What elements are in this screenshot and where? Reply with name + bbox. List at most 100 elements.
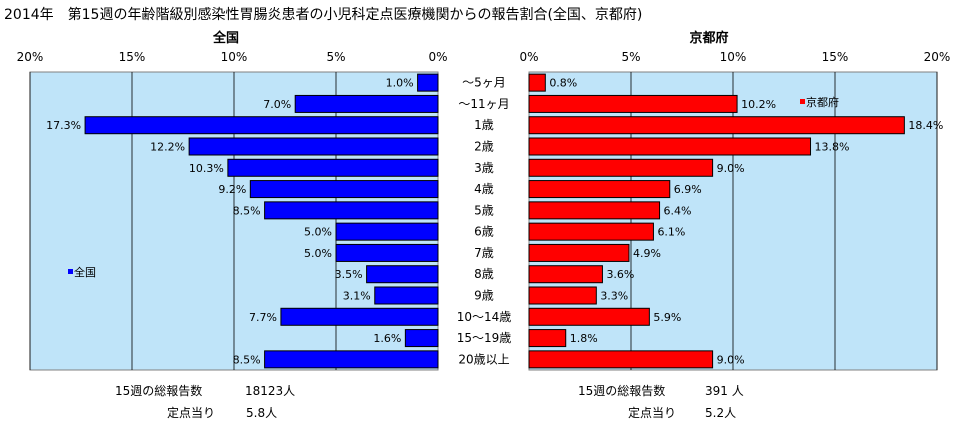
right-per-value: 5.2人: [705, 406, 736, 420]
category-label: 7歳: [474, 246, 494, 260]
right-bar: [528, 350, 714, 369]
right-total-label: 15週の総報告数: [578, 383, 665, 398]
right-tick-label: 0%: [519, 50, 538, 64]
left-data-label: 12.2%: [150, 141, 185, 154]
right-legend-swatch: [800, 99, 805, 104]
left-data-label: 5.0%: [304, 247, 332, 260]
left-data-label: 9.2%: [218, 183, 246, 196]
right-data-label: 10.2%: [741, 98, 776, 111]
left-bar: [374, 286, 439, 305]
left-tick-label: 10%: [221, 50, 248, 64]
left-data-label: 10.3%: [189, 162, 224, 175]
category-label: 15～19歳: [457, 331, 512, 345]
left-bar: [294, 94, 439, 113]
category-label: 20歳以上: [458, 352, 509, 366]
category-label: ～11ヶ月: [458, 97, 509, 111]
left-bar: [84, 116, 439, 135]
right-tick-label: 10%: [720, 50, 747, 64]
right-bar: [528, 307, 650, 326]
right-data-label: 6.9%: [674, 183, 702, 196]
right-bar: [528, 94, 738, 113]
left-data-label: 7.0%: [263, 98, 291, 111]
right-data-label: 13.8%: [815, 141, 850, 154]
category-label: ～5ヶ月: [462, 76, 506, 90]
category-label: 9歳: [474, 289, 494, 303]
right-data-label: 3.3%: [600, 290, 628, 303]
left-legend: 全国: [68, 265, 96, 279]
right-plot-area: 0% 5% 10% 15% 20% 0.8% 10.2% 18.4% 13.8% 9.0% 6.9%…: [519, 50, 951, 371]
right-bar: [528, 243, 630, 262]
right-data-label: 0.8%: [549, 77, 577, 90]
left-data-label: 8.5%: [233, 204, 261, 217]
left-plot-area: 0% 5% 10% 15% 20% 1.0% 7.0% 17.3% 12.2% 10.3% 9.2%…: [17, 50, 448, 371]
right-bar: [528, 116, 905, 135]
category-label: 5歳: [474, 203, 494, 217]
category-label: 4歳: [474, 182, 494, 196]
left-per-value: 5.8人: [246, 406, 277, 420]
left-bar: [335, 222, 439, 241]
category-labels: ～5ヶ月 ～11ヶ月 1歳 2歳 3歳 4歳 5歳 6歳 7歳 8歳 9歳 10～14歳 15～19歳 2…: [457, 76, 512, 367]
left-data-label: 7.7%: [249, 311, 277, 324]
right-data-label: 6.1%: [657, 226, 685, 239]
category-label: 2歳: [474, 140, 494, 154]
right-bar: [528, 73, 546, 92]
right-data-label: 18.4%: [908, 119, 943, 132]
right-total-value: 391 人: [705, 384, 744, 398]
right-data-label: 9.0%: [717, 162, 745, 175]
category-label: 8歳: [474, 267, 494, 281]
right-data-label: 9.0%: [717, 353, 745, 366]
left-bar: [417, 73, 439, 92]
category-label: 3歳: [474, 161, 494, 175]
left-bar: [280, 307, 439, 326]
left-tick-label: 20%: [17, 50, 44, 64]
right-bar: [528, 222, 654, 241]
left-bar: [227, 158, 439, 177]
right-legend-label: 京都府: [806, 95, 839, 109]
left-data-label: 3.5%: [335, 268, 363, 281]
left-data-label: 5.0%: [304, 226, 332, 239]
left-bar: [249, 180, 439, 199]
left-data-label: 3.1%: [343, 290, 371, 303]
left-tick-label: 5%: [326, 50, 345, 64]
right-panel-title: 京都府: [689, 30, 728, 46]
right-data-label: 5.9%: [653, 311, 681, 324]
right-bar: [528, 329, 567, 348]
left-tick-label: 15%: [119, 50, 146, 64]
right-data-label: 4.9%: [633, 247, 661, 260]
left-panel-title: 全国: [212, 30, 239, 46]
right-per-label: 定点当り: [628, 405, 676, 420]
right-bar: [528, 265, 603, 284]
right-bar: [528, 137, 812, 156]
left-data-label: 1.6%: [373, 332, 401, 345]
right-bar: [528, 201, 661, 220]
left-bar: [188, 137, 439, 156]
right-data-label: 1.8%: [570, 332, 598, 345]
right-bar: [528, 180, 671, 199]
left-total-value: 18123人: [245, 384, 295, 398]
category-label: 10～14歳: [457, 310, 512, 324]
right-data-label: 6.4%: [664, 204, 692, 217]
left-bar: [335, 243, 439, 262]
category-label: 6歳: [474, 225, 494, 239]
right-data-label: 3.6%: [606, 268, 634, 281]
right-bar: [528, 286, 597, 305]
right-tick-label: 15%: [822, 50, 849, 64]
left-data-label: 1.0%: [386, 77, 414, 90]
right-tick-label: 20%: [924, 50, 951, 64]
left-bar: [366, 265, 439, 284]
right-legend: 京都府: [800, 95, 839, 109]
left-total-label: 15週の総報告数: [115, 383, 202, 398]
left-bar: [264, 350, 439, 369]
left-per-label: 定点当り: [167, 405, 215, 420]
left-tick-label: 0%: [428, 50, 447, 64]
left-bar: [404, 329, 439, 348]
category-label: 1歳: [474, 118, 494, 132]
left-data-label: 17.3%: [46, 119, 81, 132]
left-legend-label: 全国: [74, 265, 96, 279]
right-tick-label: 5%: [621, 50, 640, 64]
left-bar: [264, 201, 439, 220]
chart-title: 2014年 第15週の年齢階級別感染性胃腸炎患者の小児科定点医療機関からの報告割…: [4, 6, 642, 23]
left-data-label: 8.5%: [233, 353, 261, 366]
left-legend-swatch: [68, 269, 73, 274]
